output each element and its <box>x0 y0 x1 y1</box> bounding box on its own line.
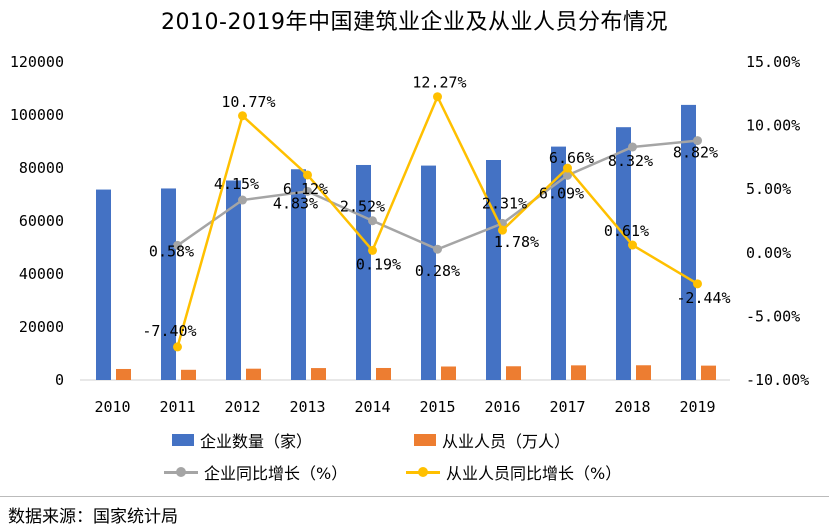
legend-label-employees: 从业人员（万人） <box>442 432 571 451</box>
bar-enterprises <box>616 127 631 380</box>
x-tick-label: 2013 <box>289 398 325 416</box>
data-label-enterprise-growth: 8.82% <box>673 144 718 162</box>
source-note: 数据来源：国家统计局 <box>8 507 178 527</box>
point-employee-growth <box>303 170 312 180</box>
point-employee-growth <box>368 245 377 255</box>
bar-employees <box>571 365 586 380</box>
point-enterprise-growth <box>563 170 572 180</box>
legend-item-enterprise-growth: 企业同比增长（%） <box>164 460 347 484</box>
y-left-tick-label: 40000 <box>19 265 64 283</box>
data-label-employee-growth: 10.77% <box>221 93 275 111</box>
data-label-employee-growth: 12.27% <box>412 74 466 92</box>
legend-swatch-employees <box>414 434 436 446</box>
point-enterprise-growth <box>433 244 442 254</box>
point-enterprise-growth <box>303 186 312 196</box>
data-label-enterprise-growth: 0.58% <box>149 242 194 260</box>
data-label-enterprise-growth: 0.28% <box>415 262 460 280</box>
point-employee-growth <box>693 279 702 289</box>
point-employee-growth <box>563 163 572 173</box>
legend-item-employee-growth: 从业人员同比增长（%） <box>406 460 621 484</box>
bar-employees <box>376 367 391 380</box>
bar-employees <box>441 366 456 380</box>
legend-swatch-employee-growth <box>406 466 440 478</box>
data-label-employee-growth: 0.61% <box>604 222 649 240</box>
data-label-enterprise-growth: 6.09% <box>539 184 584 202</box>
x-tick-label: 2016 <box>484 398 520 416</box>
legend-item-employees: 从业人员（万人） <box>414 428 570 452</box>
data-label-employee-growth: -7.40% <box>142 322 196 340</box>
x-tick-label: 2014 <box>354 398 390 416</box>
point-employee-growth <box>433 92 442 102</box>
data-label-enterprise-growth: 2.31% <box>482 194 527 212</box>
y-left-tick-label: 0 <box>55 371 64 389</box>
y-right-tick-label: 5.00% <box>746 180 791 198</box>
y-left-tick-label: 80000 <box>19 159 64 177</box>
bar-employees <box>506 366 521 380</box>
legend-label-enterprise-growth: 企业同比增长（%） <box>204 464 348 483</box>
bar-enterprises <box>681 104 696 381</box>
bar-employees <box>116 368 131 380</box>
source-divider <box>0 496 829 497</box>
legend-label-enterprises: 企业数量（家） <box>200 432 313 451</box>
y-left-tick-label: 60000 <box>19 212 64 230</box>
x-tick-label: 2017 <box>549 398 585 416</box>
data-label-employee-growth: 6.66% <box>549 149 594 167</box>
point-employee-growth <box>238 111 247 121</box>
y-left-tick-label: 120000 <box>10 53 64 71</box>
bar-enterprises <box>551 146 566 380</box>
point-enterprise-growth <box>368 216 377 226</box>
data-label-employee-growth: 0.19% <box>356 255 401 273</box>
bar-enterprises <box>161 188 176 380</box>
data-label-employee-growth: 6.12% <box>283 180 328 198</box>
x-tick-label: 2011 <box>159 398 195 416</box>
x-tick-label: 2019 <box>679 398 715 416</box>
data-label-enterprise-growth: 8.32% <box>608 152 653 170</box>
bar-employees <box>311 368 326 380</box>
x-tick-label: 2018 <box>614 398 650 416</box>
legend-item-enterprises: 企业数量（家） <box>172 428 312 452</box>
legend-swatch-enterprises <box>172 434 194 446</box>
chart-title: 2010-2019年中国建筑业企业及从业人员分布情况 <box>161 10 668 35</box>
point-enterprise-growth <box>693 136 702 146</box>
point-enterprise-growth <box>238 195 247 205</box>
data-label-employee-growth: -2.44% <box>676 289 730 307</box>
bar-employees <box>246 368 261 380</box>
y-right-tick-label: -5.00% <box>746 307 800 325</box>
x-tick-label: 2015 <box>419 398 455 416</box>
bar-enterprises <box>421 165 436 380</box>
point-enterprise-growth <box>173 240 182 250</box>
x-tick-label: 2012 <box>224 398 260 416</box>
point-enterprise-growth <box>628 142 637 152</box>
bar-enterprises <box>96 189 111 380</box>
point-employee-growth <box>173 342 182 352</box>
bar-employees <box>701 365 716 380</box>
legend-label-employee-growth: 从业人员同比增长（%） <box>446 464 622 483</box>
data-label-enterprise-growth: 4.83% <box>273 194 318 212</box>
y-left-tick-label: 100000 <box>10 106 64 124</box>
data-label-enterprise-growth: 4.15% <box>214 175 259 193</box>
y-right-tick-label: 10.00% <box>746 117 800 135</box>
point-employee-growth <box>498 225 507 235</box>
data-label-enterprise-growth: 2.52% <box>340 198 385 216</box>
data-label-employee-growth: 1.78% <box>494 233 539 251</box>
y-left-tick-label: 20000 <box>19 318 64 336</box>
bar-enterprises <box>486 160 501 380</box>
bar-enterprises <box>226 180 241 380</box>
bar-enterprises <box>291 169 306 380</box>
y-right-tick-label: -10.00% <box>746 371 809 389</box>
y-right-tick-label: 0.00% <box>746 244 791 262</box>
y-right-tick-label: 15.00% <box>746 53 800 71</box>
point-employee-growth <box>628 240 637 250</box>
bar-employees <box>181 369 196 380</box>
x-tick-label: 2010 <box>94 398 130 416</box>
legend: 企业数量（家） 从业人员（万人） 企业同比增长（%） 从业人员同比增长（%） <box>164 424 690 494</box>
bar-employees <box>636 365 651 380</box>
legend-swatch-enterprise-growth <box>164 466 198 478</box>
